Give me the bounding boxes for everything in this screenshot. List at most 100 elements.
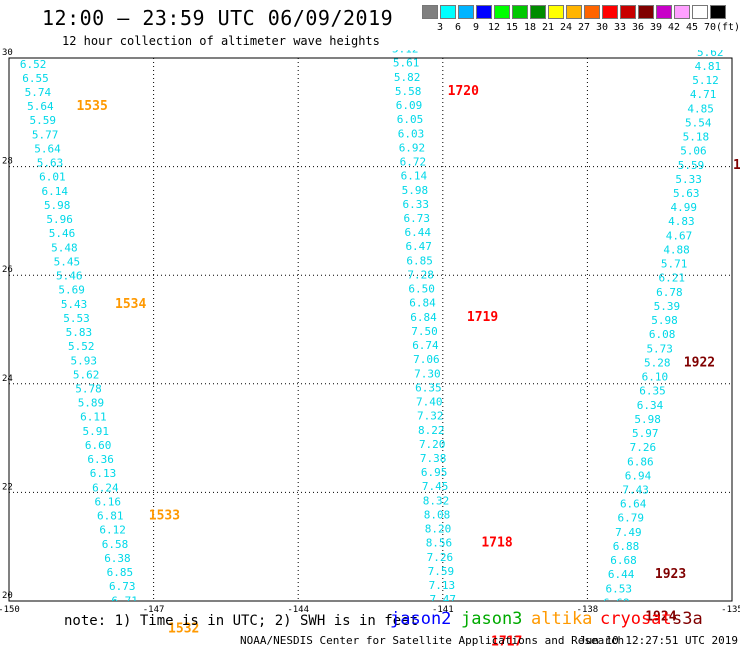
wave-height-value: 6.52	[20, 58, 47, 71]
wave-height-value: 4.83	[668, 215, 695, 228]
wave-height-value: 6.47	[405, 240, 432, 253]
wave-height-value: 5.64	[34, 142, 61, 155]
wave-height-value: 6.16	[95, 495, 122, 508]
wave-height-value: 5.46	[56, 270, 83, 283]
legend-swatch	[512, 5, 528, 19]
wave-height-value: 5.13	[391, 28, 418, 41]
wave-height-value: 5.73	[646, 342, 673, 355]
wave-height-value: 5.97	[632, 427, 659, 440]
wave-height-value: 7.06	[413, 353, 440, 366]
legend-swatch	[584, 5, 600, 19]
lon-tick-label: -135	[721, 605, 740, 615]
pass-time-label: 1924	[645, 610, 676, 625]
wave-height-value: 5.33	[675, 173, 702, 186]
legend-swatch	[458, 5, 474, 19]
wave-height-value: 5.45	[54, 255, 81, 268]
wave-height-value: 5.83	[66, 326, 93, 339]
pass-time-label: 1535	[76, 99, 107, 114]
legend-swatch	[440, 5, 456, 19]
pass-time-label: 1922	[684, 355, 715, 370]
page-subtitle: 12 hour collection of altimeter wave hei…	[62, 34, 380, 48]
wave-height-value: 7.30	[414, 367, 441, 380]
legend-swatch	[494, 5, 510, 19]
pass-time-label: 1533	[149, 509, 180, 524]
wave-height-value: 6.73	[109, 580, 136, 593]
wave-height-value: 5.63	[37, 157, 64, 170]
legend-swatch	[566, 5, 582, 19]
legend-level-label: 21	[541, 22, 555, 33]
legend-level-label: 9	[472, 22, 480, 33]
lat-tick-label: 24	[2, 374, 13, 384]
wave-height-value: 6.79	[618, 512, 645, 525]
legend-level-label: 39	[649, 22, 663, 33]
lon-tick-label: -138	[577, 605, 599, 615]
wave-height-value: 5.98	[634, 413, 661, 426]
wave-height-value: 6.50	[408, 283, 435, 296]
wave-height-value: 4.88	[663, 243, 690, 256]
wave-height-value: 6.72	[400, 156, 427, 169]
wave-height-value: 7.45	[422, 480, 449, 493]
lat-tick-label: 20	[2, 591, 13, 601]
wave-height-value: 8.32	[423, 494, 450, 507]
legend-swatch	[602, 5, 618, 19]
wave-height-value: 5.96	[46, 213, 73, 226]
wave-height-value: 5.93	[70, 354, 97, 367]
page-title: 12:00 — 23:59 UTC 06/09/2019	[42, 6, 394, 30]
wave-height-value: 6.09	[396, 99, 423, 112]
wave-height-value: 6.14	[42, 185, 69, 198]
lon-tick-label: -147	[143, 605, 165, 615]
wave-height-value: 5.39	[654, 300, 681, 313]
wave-height-value: 6.86	[627, 455, 654, 468]
wave-height-value: 5.52	[68, 340, 95, 353]
wave-height-value: 6.13	[90, 467, 117, 480]
wave-height-value: 6.81	[97, 510, 124, 523]
wave-height-value: 6.12	[99, 524, 126, 537]
legend-swatch	[422, 5, 438, 19]
wave-height-value: 6.74	[412, 339, 439, 352]
legend-swatch	[530, 5, 546, 19]
wave-height-value: 6.55	[22, 72, 49, 85]
wave-height-value: 4.67	[666, 229, 693, 242]
wave-height-value: 6.38	[104, 552, 131, 565]
legend-swatch	[548, 5, 564, 19]
pass-time-label: 19	[733, 158, 740, 173]
wave-height-value: 5.28	[644, 356, 671, 369]
wave-height-value: 5.54	[685, 116, 712, 129]
wave-height-value: 8.22	[418, 424, 445, 437]
pass-time-label: 1720	[448, 84, 479, 99]
wave-height-value: 4.99	[671, 201, 698, 214]
wave-height-value: 7.13	[429, 579, 456, 592]
wave-height-value: 5.12	[392, 43, 419, 56]
legend-swatch	[476, 5, 492, 19]
credit: NOAA/NESDIS Center for Satellite Applica…	[240, 634, 625, 647]
generated-timestamp: Jun 10 12:27:51 UTC 2019	[579, 634, 738, 647]
legend-unit: (ft)	[716, 22, 740, 33]
wave-height-value: 5.48	[51, 241, 78, 254]
wave-height-value: 6.95	[421, 466, 448, 479]
wave-height-value: 6.94	[625, 469, 652, 482]
wave-height-value: 5.98	[44, 199, 71, 212]
wave-height-value: 6.73	[404, 212, 431, 225]
lat-tick-label: 26	[2, 265, 13, 275]
wave-height-value: 7.28	[407, 268, 434, 281]
wave-height-value: 6.11	[80, 411, 107, 424]
wave-height-value: 5.46	[49, 227, 76, 240]
wave-height-value: 5.63	[673, 187, 700, 200]
wave-height-value: 7.26	[630, 441, 657, 454]
lon-tick-label: -141	[432, 605, 454, 615]
legend-altika: altika	[531, 609, 593, 629]
wave-height-value: 8.56	[426, 537, 453, 550]
wave-height-value: 6.92	[399, 141, 426, 154]
wave-height-value: 5.78	[75, 382, 102, 395]
lon-tick-label: -150	[0, 605, 20, 615]
wave-height-value: 5.74	[25, 86, 52, 99]
wave-height-value: 7.32	[417, 410, 444, 423]
wave-height-value: 6.68	[610, 554, 637, 567]
wave-height-value: 6.33	[403, 198, 430, 211]
wave-height-value: 5.82	[394, 71, 421, 84]
wave-height-value: 6.14	[401, 170, 428, 183]
legend-swatch	[656, 5, 672, 19]
wave-height-value: 5.89	[78, 397, 105, 410]
wave-height-value: 5.53	[63, 312, 90, 325]
